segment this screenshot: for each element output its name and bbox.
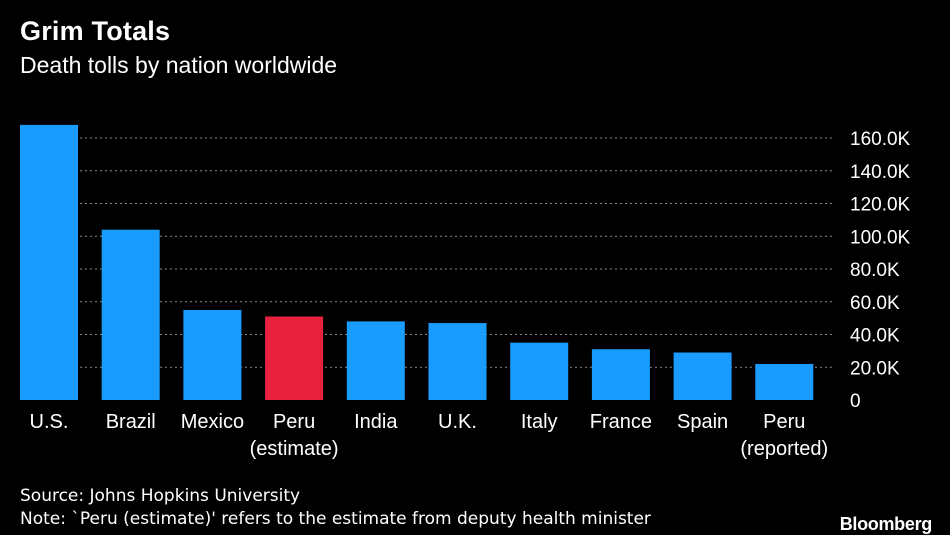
x-category-label: Spain: [677, 411, 728, 433]
y-tick-label: 60.0K: [850, 293, 900, 314]
bar: [755, 363, 814, 400]
bar: [510, 342, 569, 400]
bar: [346, 321, 405, 400]
bar: [428, 323, 487, 400]
chart-subtitle: Death tolls by nation worldwide: [20, 52, 338, 78]
x-category-label: Brazil: [106, 411, 156, 433]
x-category-label: U.S.: [30, 411, 69, 433]
y-tick-label: 0: [850, 391, 861, 412]
x-category-label: Peru: [273, 411, 315, 433]
y-tick-label: 100.0K: [850, 227, 911, 248]
footnote: Note: `Peru (estimate)' refers to the es…: [20, 509, 651, 529]
y-tick-label: 140.0K: [850, 162, 911, 183]
y-tick-label: 20.0K: [850, 358, 900, 379]
bar: [20, 124, 78, 401]
x-category-label: (estimate): [250, 438, 339, 460]
x-category-label: U.K.: [438, 411, 477, 433]
bar: [265, 316, 324, 400]
bar: [183, 309, 242, 400]
x-category-label: (reported): [740, 438, 828, 460]
x-category-label: Mexico: [181, 411, 244, 433]
y-tick-label: 160.0K: [850, 129, 911, 150]
bar: [591, 349, 650, 400]
bar: [673, 352, 732, 400]
bar: [101, 229, 160, 400]
x-category-label: France: [590, 411, 652, 433]
x-category-label: Italy: [521, 411, 558, 433]
x-category-label: Peru: [763, 411, 805, 433]
x-category-label: India: [354, 411, 398, 433]
y-tick-label: 40.0K: [850, 326, 900, 347]
source-note: Source: Johns Hopkins University: [20, 486, 301, 506]
chart-title: Grim Totals: [20, 16, 171, 46]
y-tick-label: 120.0K: [850, 195, 911, 216]
y-tick-label: 80.0K: [850, 260, 900, 281]
bloomberg-logo: Bloomberg: [839, 514, 933, 534]
